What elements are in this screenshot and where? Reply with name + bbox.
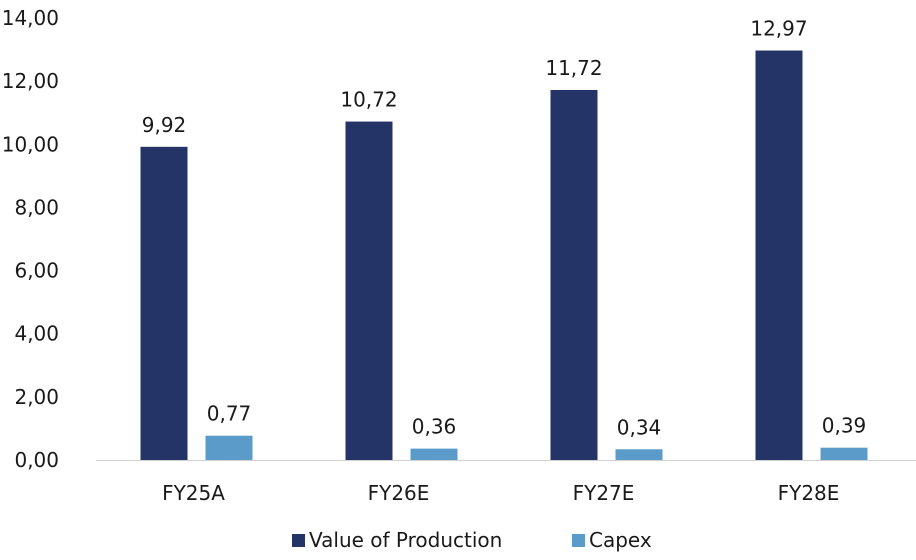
y-tick-label: 4,00 bbox=[14, 322, 59, 346]
legend: Value of Production Capex bbox=[292, 528, 652, 552]
bar-value-of-production bbox=[550, 89, 598, 461]
data-label: 0,36 bbox=[412, 415, 457, 439]
x-category-label: FY25A bbox=[162, 481, 225, 505]
y-tick-label: 0,00 bbox=[14, 448, 59, 472]
legend-label: Capex bbox=[589, 528, 652, 552]
legend-label: Value of Production bbox=[309, 528, 502, 552]
data-label: 0,77 bbox=[207, 402, 252, 426]
bar-capex bbox=[820, 447, 868, 460]
bar-value-of-production bbox=[345, 121, 393, 460]
bar-value-of-production bbox=[755, 50, 803, 461]
y-tick-label: 14,00 bbox=[2, 6, 59, 30]
data-label: 0,34 bbox=[617, 415, 662, 439]
data-label: 12,97 bbox=[750, 17, 807, 41]
data-label: 11,72 bbox=[545, 56, 602, 80]
bar-capex bbox=[205, 435, 253, 460]
data-label: 0,39 bbox=[822, 414, 867, 438]
x-category-label: FY28E bbox=[778, 481, 840, 505]
y-tick-label: 8,00 bbox=[14, 195, 59, 219]
legend-swatch bbox=[572, 534, 585, 547]
data-labels: 9,92 0,77 10,72 0,36 11,72 0,34 12,97 0,39 bbox=[142, 17, 867, 440]
x-category-label: FY26E bbox=[368, 481, 430, 505]
bar-capex bbox=[615, 449, 663, 460]
y-axis-ticks: 0,00 2,00 4,00 6,00 8,00 10,00 12,00 14,00 bbox=[2, 6, 59, 472]
legend-swatch bbox=[292, 534, 305, 547]
x-category-label: FY27E bbox=[573, 481, 635, 505]
data-label: 10,72 bbox=[340, 88, 397, 112]
data-label: 9,92 bbox=[142, 113, 187, 137]
y-tick-label: 6,00 bbox=[14, 259, 59, 283]
category-labels: FY25A FY26E FY27E FY28E bbox=[162, 481, 839, 505]
y-tick-label: 2,00 bbox=[14, 385, 59, 409]
y-tick-label: 12,00 bbox=[2, 69, 59, 93]
bar-value-of-production bbox=[140, 146, 188, 460]
y-tick-label: 10,00 bbox=[2, 132, 59, 156]
bars bbox=[140, 50, 868, 461]
bar-capex bbox=[410, 448, 458, 460]
